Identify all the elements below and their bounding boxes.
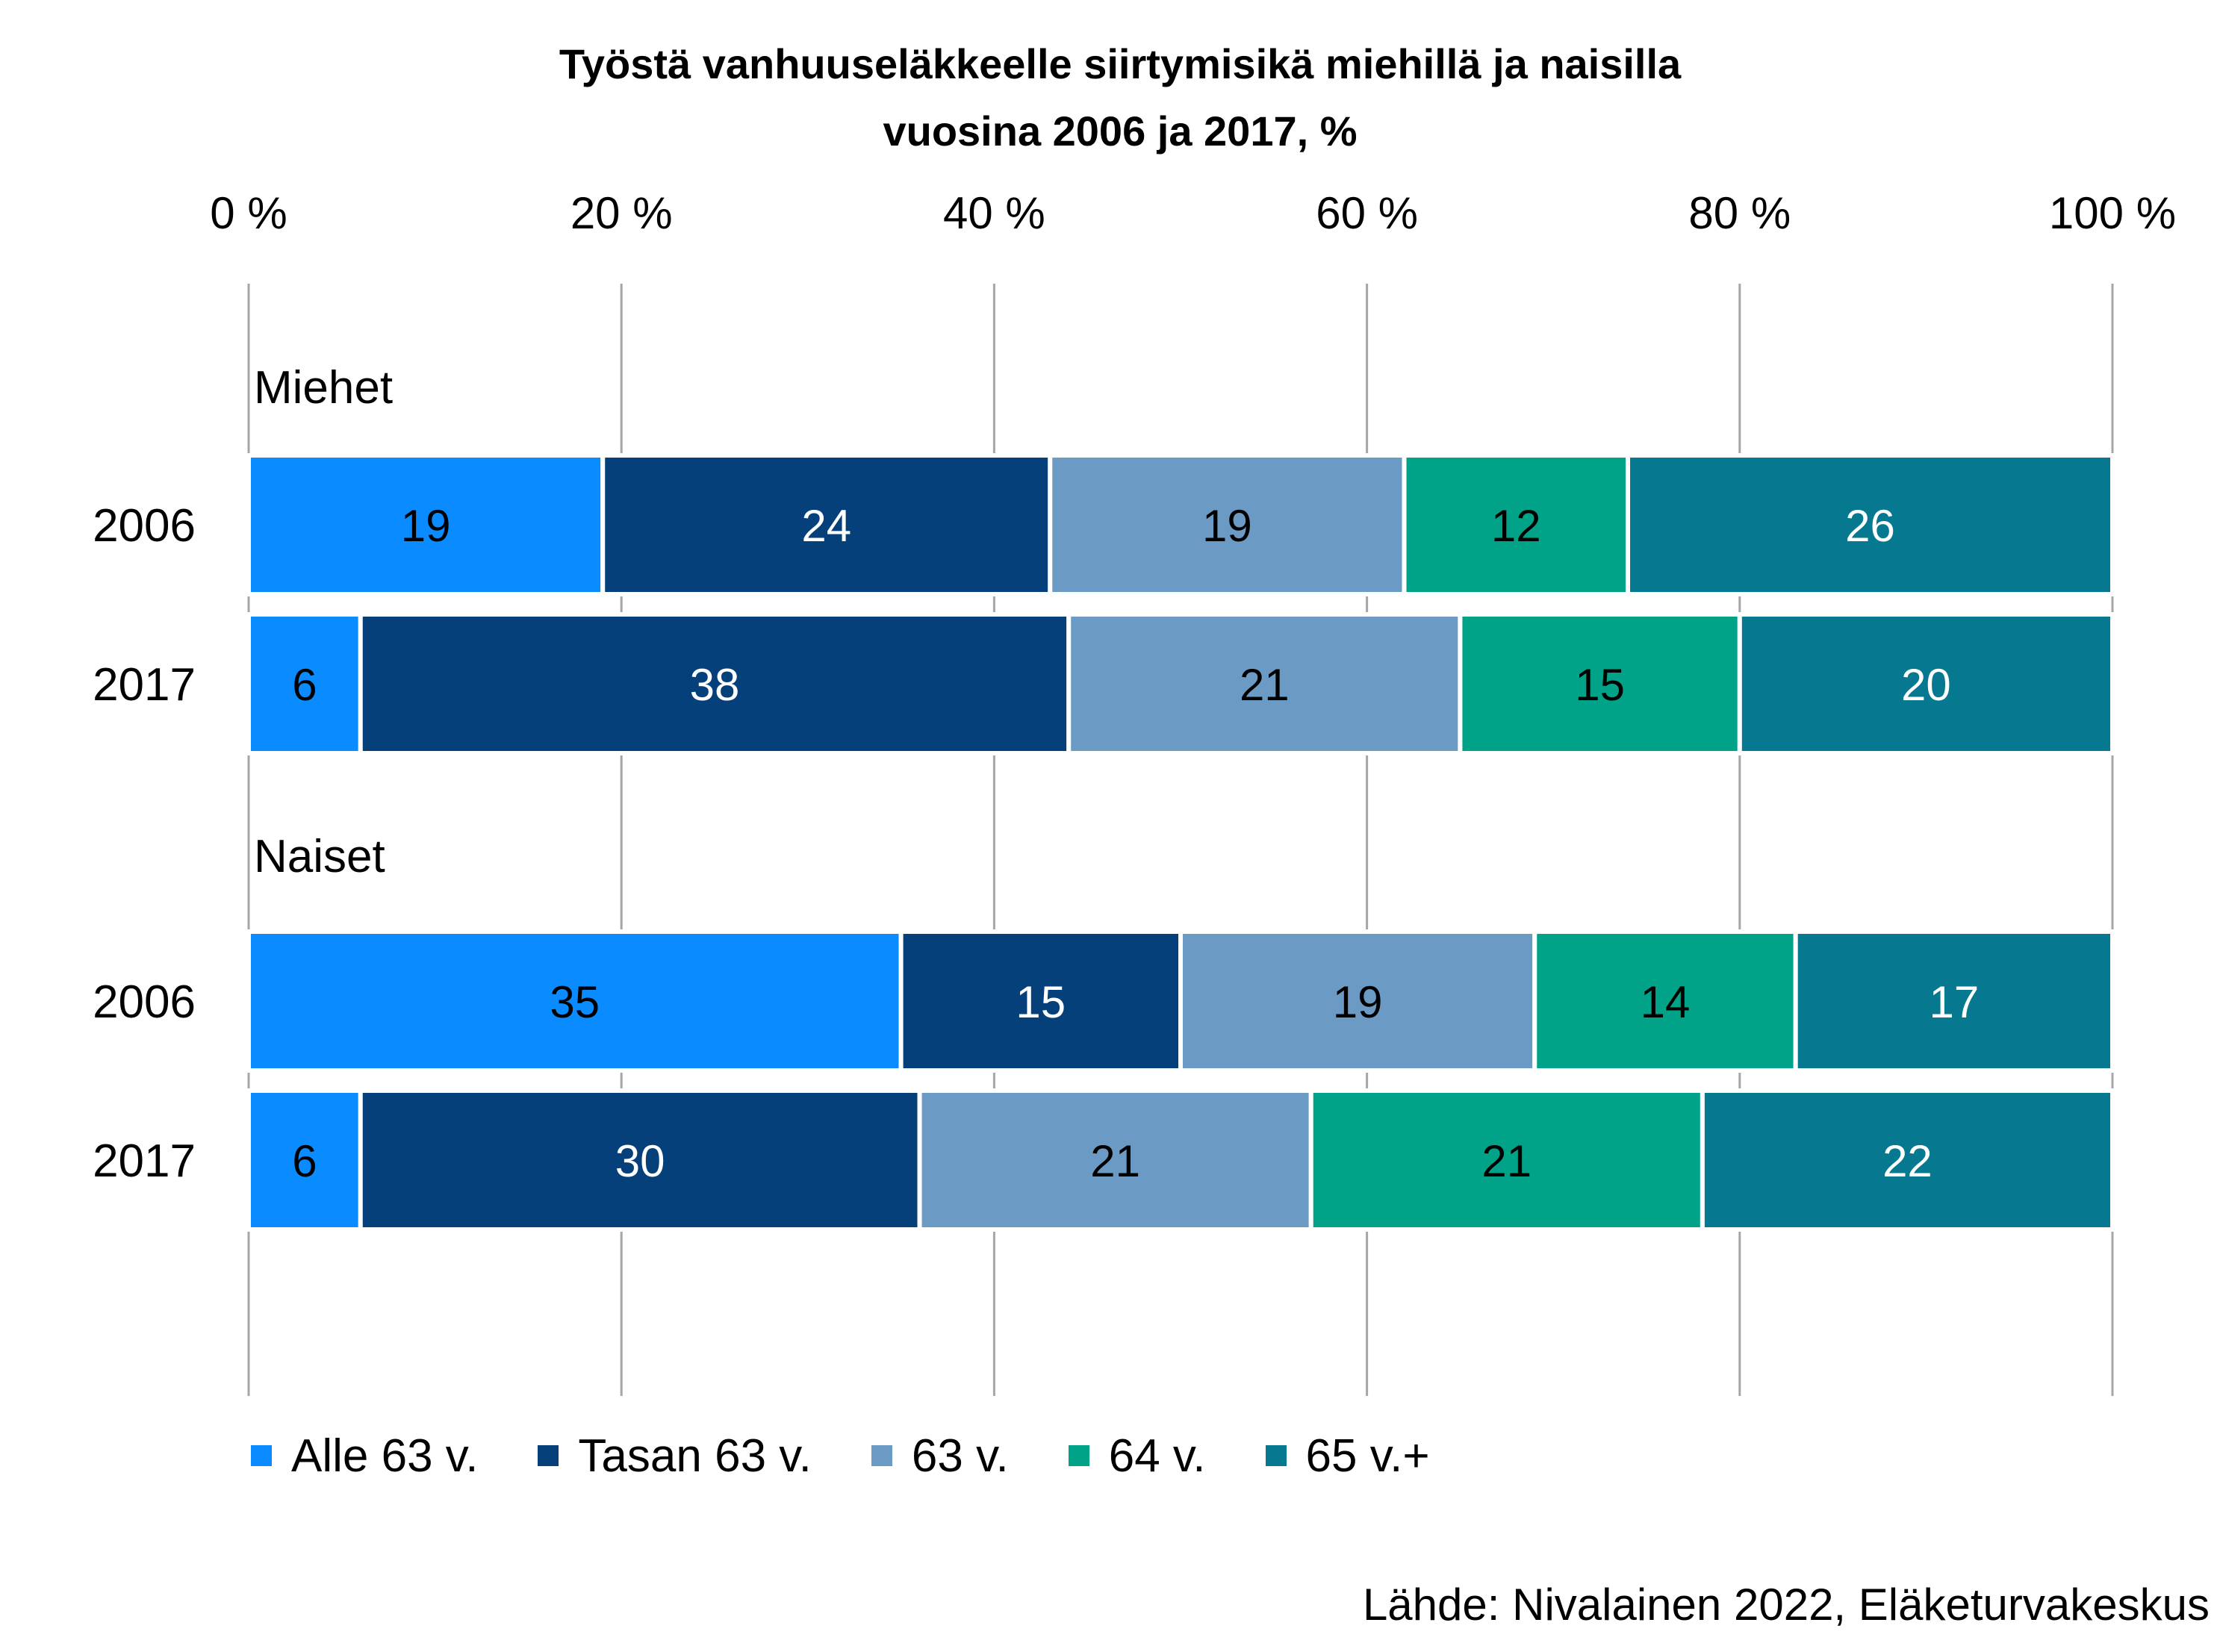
legend-label: 63 v. [911,1430,1009,1482]
row-label: 2006 [93,500,196,552]
data-label: 12 [1491,501,1541,551]
data-label: 24 [801,501,851,551]
data-label: 20 [1901,660,1951,710]
x-tick-label: 40 % [943,188,1045,238]
chart-title-line1: Työstä vanhuuseläkkeelle siirtymisikä mi… [559,40,1682,87]
bar-segment [1458,612,1742,755]
legend-swatch [871,1445,892,1466]
data-label: 21 [1240,660,1290,710]
legend-label: 65 v.+ [1305,1430,1430,1482]
bar-segment [600,453,1053,596]
data-label: 6 [292,1136,317,1186]
chart-legend: Alle 63 v. Tasan 63 v. 63 v. 64 v. 65 v.+ [251,1426,1490,1486]
group-label: Miehet [254,362,393,414]
bar-segment [1532,929,1798,1073]
data-label: 17 [1929,977,1979,1027]
row-label: 2017 [93,659,196,711]
data-label: 14 [1641,977,1691,1027]
data-label: 6 [292,660,317,710]
legend-label: 64 v. [1108,1430,1206,1482]
legend-item: 64 v. [1068,1430,1206,1483]
bar-segment [358,612,1072,755]
bar-segment [1048,453,1407,596]
bar-segment [246,1088,363,1232]
data-label: 26 [1845,501,1895,551]
bar-segment [1793,929,2115,1073]
x-tick-label: 0 % [210,188,287,238]
legend-swatch [251,1445,272,1466]
group-label: Naiset [254,831,385,882]
data-label: 21 [1481,1136,1532,1186]
x-tick-label: 20 % [570,188,673,238]
row-label: 2006 [93,976,196,1028]
data-label: 22 [1882,1136,1933,1186]
bar-segment [1700,1088,2115,1232]
legend-item: Alle 63 v. [251,1430,478,1483]
chart-title-line2: vuosina 2006 ja 2017, % [883,107,1358,155]
legend-swatch [1265,1445,1287,1466]
bar-segment [246,612,363,755]
data-label: 15 [1016,977,1066,1027]
row-label: 2017 [93,1135,196,1187]
bar-segment [246,453,606,596]
data-label: 21 [1090,1136,1140,1186]
bar-segment [1402,453,1631,596]
legend-label: Alle 63 v. [291,1430,479,1482]
x-tick-label: 80 % [1688,188,1791,238]
bar-segment [1626,453,2115,596]
bar-segment [917,1088,1313,1232]
data-label: 19 [1333,977,1383,1027]
bar-segment [1178,929,1537,1073]
legend-swatch [1068,1445,1089,1466]
legend-swatch [538,1445,559,1466]
data-label: 35 [550,977,600,1027]
bar-segment [246,929,904,1073]
bar-segment [1737,612,2115,755]
legend-label: Tasan 63 v. [578,1430,812,1482]
source-note: Lähde: Nivalainen 2022, Eläketurvakeskus [1362,1580,2210,1630]
x-tick-label: 100 % [2049,188,2176,238]
data-label: 30 [615,1136,665,1186]
legend-item: Tasan 63 v. [538,1430,812,1483]
data-label: 19 [1202,501,1252,551]
data-label: 19 [401,501,451,551]
x-tick-label: 60 % [1316,188,1418,238]
bar-segment [358,1088,922,1232]
data-label: 38 [690,660,740,710]
legend-item: 65 v.+ [1265,1430,1430,1483]
data-label: 15 [1575,660,1625,710]
legend-item: 63 v. [871,1430,1009,1483]
